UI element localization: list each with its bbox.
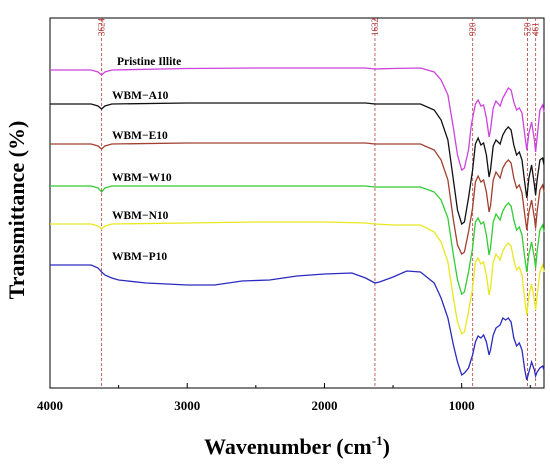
series-line-0 (50, 67, 545, 172)
y-axis-title: Transmittance (%) (4, 121, 29, 300)
plot-frame (49, 17, 545, 389)
peak-label-1632: 1632 (370, 18, 380, 36)
series-line-4 (50, 221, 545, 336)
x-axis-title: Wavenumber (cm-1) (204, 433, 390, 459)
series-line-1 (50, 102, 545, 226)
series-line-5 (50, 264, 545, 381)
series-label-2: WBM−E10 (112, 130, 168, 142)
x-tick-label-2000: 2000 (311, 398, 337, 413)
peak-label-461: 461 (531, 23, 541, 37)
series-line-3 (50, 185, 545, 296)
peak-label-520: 520 (523, 22, 533, 36)
series-line-2 (50, 142, 545, 255)
series-label-3: WBM−W10 (112, 172, 172, 184)
series-label-4: WBM−N10 (112, 210, 169, 222)
x-axis-ticks: 4000 3000 2000 1000 (37, 383, 531, 413)
x-tick-label-3000: 3000 (174, 398, 200, 413)
series-lines (50, 67, 545, 381)
x-tick-label-4000: 4000 (37, 398, 63, 413)
peak-label-3624: 3624 (97, 18, 107, 37)
peak-label-920: 920 (468, 22, 478, 36)
series-label-0: Pristine Illite (117, 56, 181, 68)
x-tick-label-1000: 1000 (449, 398, 475, 413)
series-label-1: WBM−A10 (112, 90, 169, 102)
series-labels: Pristine Illite WBM−A10 WBM−E10 WBM−W10 WBM−… (112, 56, 181, 263)
series-label-5: WBM−P10 (112, 251, 167, 263)
